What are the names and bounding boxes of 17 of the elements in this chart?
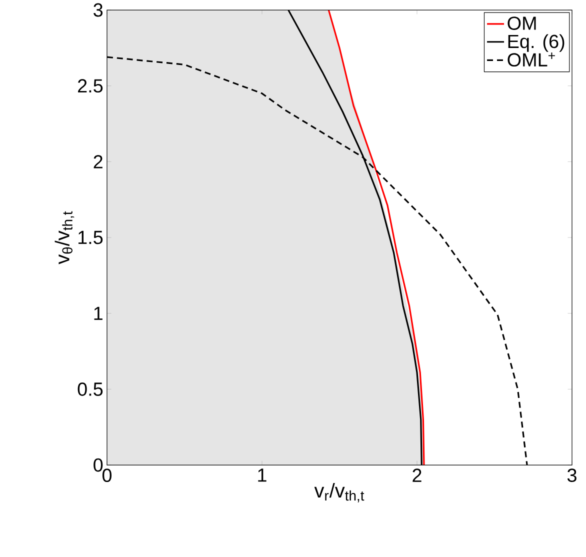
y-tick-label: 2 xyxy=(94,155,102,168)
x-tick-label: 3 xyxy=(567,468,576,482)
y-tick-label: 0 xyxy=(94,458,103,472)
y-tick-label: 0.5 xyxy=(78,382,103,396)
x-tick-label: 2 xyxy=(412,468,422,482)
y-tick-label: 1.5 xyxy=(78,230,103,244)
legend-label: OML$^{+}$ xyxy=(508,52,555,67)
y-axis-title: v$_{θ}$/v$_{th,t}$ xyxy=(54,211,74,264)
y-tick-label: 1 xyxy=(94,306,102,320)
x-tick-label: 0 xyxy=(102,468,112,482)
y-tick-label: 2.5 xyxy=(78,79,103,93)
legend-label: OM xyxy=(508,16,536,30)
x-axis-title: v$_{r}$/v$_{th,t}$ xyxy=(314,483,364,502)
line-series xyxy=(328,10,425,466)
x-tick-label: 1 xyxy=(258,468,266,482)
y-tick-label: 3 xyxy=(94,3,103,17)
legend-label: Eq. (6) xyxy=(508,34,564,52)
